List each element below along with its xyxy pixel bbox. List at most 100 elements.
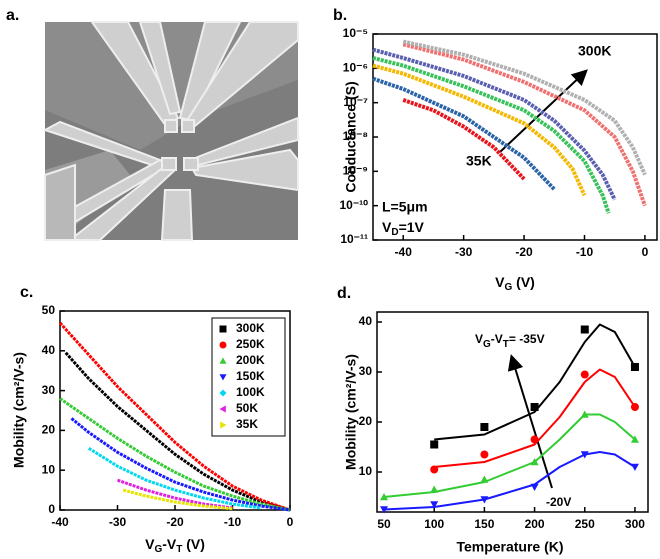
data-line xyxy=(122,488,233,511)
marker xyxy=(580,370,589,379)
panel-label: b. xyxy=(333,7,347,24)
marker xyxy=(219,325,227,333)
marker xyxy=(630,403,639,411)
y-tick-label: 30 xyxy=(42,383,56,397)
legend-label: 250K xyxy=(236,337,265,351)
legend-label: 200K xyxy=(236,353,265,367)
y-tick-label: 20 xyxy=(42,423,56,437)
data-line xyxy=(372,56,611,214)
marker xyxy=(530,435,539,444)
marker xyxy=(380,493,389,501)
fit-curve xyxy=(434,368,636,468)
fit-curve xyxy=(434,323,636,441)
marker xyxy=(219,374,227,381)
y-tick-label: 10⁻⁵ xyxy=(343,26,368,40)
data-line xyxy=(70,417,291,512)
x-tick-label: 250 xyxy=(575,517,595,531)
x-tick-label: 150 xyxy=(474,517,494,531)
legend-label: 150K xyxy=(236,369,265,383)
x-tick-label: -20 xyxy=(515,245,533,259)
y-tick-label: 10⁻¹⁰ xyxy=(340,198,369,212)
marker xyxy=(530,403,539,411)
marker xyxy=(630,463,639,471)
marker xyxy=(530,483,539,491)
y-axis-label: Mobility (cm²/V-s) xyxy=(11,352,27,468)
fit-curve xyxy=(383,451,636,511)
data-line xyxy=(402,39,647,176)
x-tick-label: -10 xyxy=(224,515,242,529)
data-line xyxy=(402,42,647,207)
y-tick-label: 10⁻⁹ xyxy=(343,164,368,178)
x-axis-label: VG (V) xyxy=(495,274,535,293)
y-tick-label: 10 xyxy=(42,462,56,476)
data-line xyxy=(64,351,291,512)
marker xyxy=(219,405,226,413)
x-axis-label: Temperature (K) xyxy=(456,539,563,555)
marker xyxy=(480,496,489,504)
data-line xyxy=(117,478,233,510)
x-tick-label: -30 xyxy=(109,515,127,529)
y-tick-label: 10⁻¹¹ xyxy=(340,232,368,246)
marker xyxy=(530,458,539,466)
x-tick-label: 200 xyxy=(525,517,545,531)
annotation: VD=1V xyxy=(382,219,425,238)
y-tick-label: 10⁻⁷ xyxy=(343,95,368,109)
y-axis-label: Conductance (S) xyxy=(343,81,359,192)
y-tick-label: 40 xyxy=(359,314,373,328)
y-tick-label: 0 xyxy=(48,502,55,516)
x-tick-label: 300 xyxy=(625,517,645,531)
data-line xyxy=(372,47,617,201)
marker xyxy=(430,440,439,449)
y-tick-label: 10 xyxy=(359,464,373,478)
annotation: VG-VT= -35V xyxy=(475,332,545,349)
marker xyxy=(580,325,589,334)
y-tick-label: 30 xyxy=(359,364,373,378)
data-line xyxy=(87,447,262,510)
y-tick-label: 20 xyxy=(359,414,373,428)
panel-b: Conductance (S) VG (V) 300K 35K L=5μm VD… xyxy=(343,43,612,293)
x-axis-label: VG-VT (V) xyxy=(145,536,205,555)
marker xyxy=(219,389,227,397)
panel-label: c. xyxy=(20,284,33,301)
panel-label: a. xyxy=(6,7,19,24)
x-tick-label: -30 xyxy=(455,245,473,259)
marker xyxy=(630,435,639,443)
marker xyxy=(430,465,439,474)
marker xyxy=(219,357,227,364)
annotation: -20V xyxy=(546,495,571,509)
x-tick-label: -40 xyxy=(51,515,69,529)
marker xyxy=(219,341,227,349)
marker xyxy=(580,451,589,459)
panel-d: Mobility (cm²/V-s) Temperature (K) VG-VT… xyxy=(343,332,572,555)
x-tick-label: 50 xyxy=(377,517,391,531)
annotation: 300K xyxy=(578,43,611,59)
annotation: L=5μm xyxy=(382,199,428,215)
panel-c: Mobility (cm²/V-s) VG-VT (V) xyxy=(11,352,205,555)
legend-label: 50K xyxy=(236,401,258,415)
x-tick-label: -40 xyxy=(395,245,413,259)
x-tick-label: 0 xyxy=(287,515,294,529)
x-tick-label: 0 xyxy=(642,245,649,259)
data-line xyxy=(59,397,291,512)
marker xyxy=(580,410,589,418)
data-line xyxy=(58,321,291,512)
y-tick-label: 10⁻⁸ xyxy=(343,129,368,143)
marker xyxy=(380,506,389,514)
marker xyxy=(480,475,489,483)
panel-label: d. xyxy=(337,285,351,302)
x-tick-label: 100 xyxy=(424,517,444,531)
x-tick-label: -10 xyxy=(576,245,594,259)
micrograph xyxy=(42,21,299,241)
y-tick-label: 40 xyxy=(42,343,56,357)
marker xyxy=(480,423,489,431)
legend-label: 300K xyxy=(236,321,265,335)
data-line xyxy=(402,98,526,181)
y-tick-label: 50 xyxy=(42,303,56,317)
y-axis-label: Mobility (cm²/V-s) xyxy=(343,354,359,470)
fit-curve xyxy=(383,413,636,498)
plot-frame xyxy=(376,311,649,513)
legend-label: 35K xyxy=(236,417,258,431)
marker xyxy=(430,501,439,509)
legend-label: 100K xyxy=(236,385,265,399)
